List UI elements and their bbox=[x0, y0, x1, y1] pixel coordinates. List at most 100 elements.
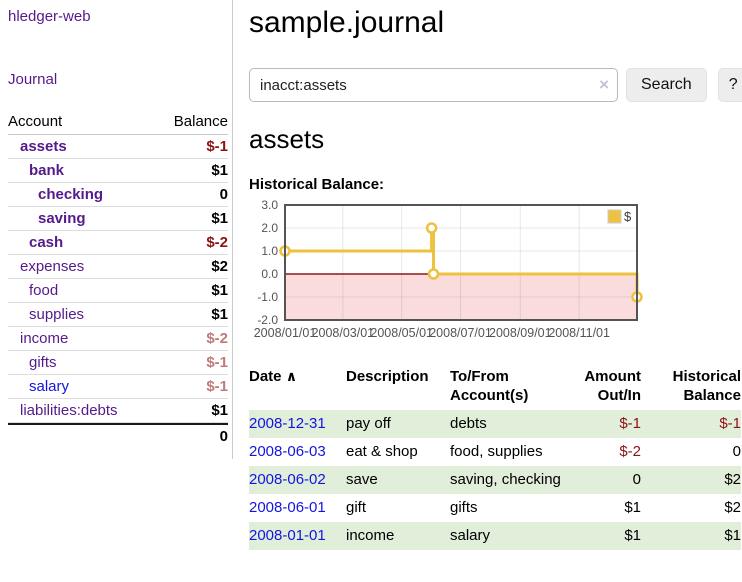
transaction-row[interactable]: 2008-06-02 save saving, checking 0 $2 bbox=[249, 466, 741, 494]
account-link[interactable]: gifts bbox=[29, 354, 57, 371]
transaction-accounts: debts bbox=[450, 415, 487, 432]
transaction-balance: $1 bbox=[724, 527, 741, 544]
register-table: Date ∧ Description To/From Account(s) Am… bbox=[249, 367, 741, 550]
account-link[interactable]: food bbox=[29, 282, 59, 299]
account-balance: $1 bbox=[211, 210, 228, 227]
account-balance: $-2 bbox=[206, 234, 228, 251]
account-balance: $1 bbox=[211, 402, 228, 419]
account-balance: 0 bbox=[219, 186, 228, 203]
svg-text:2008/09/01: 2008/09/01 bbox=[489, 326, 552, 340]
account-row: bank $1 bbox=[8, 159, 228, 183]
account-row: saving $1 bbox=[8, 207, 228, 231]
transaction-description: eat & shop bbox=[346, 443, 418, 460]
accounts-table: Account Balance assets $-1 bank $1 check… bbox=[8, 110, 228, 449]
main-content: sample.journal × Search ? assets Histori… bbox=[233, 0, 742, 550]
accounts-column-header: Account bbox=[8, 113, 63, 130]
register-header: Date ∧ Description To/From Account(s) Am… bbox=[249, 367, 741, 410]
svg-text:-2.0: -2.0 bbox=[257, 313, 278, 327]
account-balance: $2 bbox=[211, 258, 228, 275]
transaction-date-link[interactable]: 2008-12-31 bbox=[249, 415, 326, 432]
account-row: gifts $-1 bbox=[8, 351, 228, 375]
account-row: salary $-1 bbox=[8, 375, 228, 399]
transaction-description: income bbox=[346, 527, 395, 544]
column-header-amount: Amount Out/In bbox=[584, 368, 641, 404]
svg-text:2008/01/01: 2008/01/01 bbox=[254, 326, 317, 340]
sort-ascending-icon: ∧ bbox=[285, 368, 298, 384]
account-row: cash $-2 bbox=[8, 231, 228, 255]
transaction-row[interactable]: 2008-06-03 eat & shop food, supplies $-2… bbox=[249, 438, 741, 466]
transaction-row[interactable]: 2008-01-01 income salary $1 $1 bbox=[249, 522, 741, 550]
transaction-row[interactable]: 2008-12-31 pay off debts $-1 $-1 bbox=[249, 410, 741, 438]
accounts-total: 0 bbox=[8, 423, 228, 449]
transaction-date-link[interactable]: 2008-06-01 bbox=[249, 499, 326, 516]
account-link[interactable]: saving bbox=[38, 210, 86, 227]
transaction-accounts: salary bbox=[450, 527, 491, 544]
search-box: × bbox=[249, 68, 618, 102]
account-row: supplies $1 bbox=[8, 303, 228, 327]
column-header-description: Description bbox=[346, 368, 429, 385]
transaction-amount: $1 bbox=[624, 499, 641, 516]
account-balance: $1 bbox=[211, 282, 228, 299]
account-balance: $-2 bbox=[206, 330, 228, 347]
account-balance: $1 bbox=[211, 162, 228, 179]
account-link[interactable]: income bbox=[20, 330, 69, 347]
transaction-accounts: saving, checking bbox=[450, 471, 561, 488]
svg-text:0.0: 0.0 bbox=[261, 267, 278, 281]
svg-text:2008/03/01: 2008/03/01 bbox=[312, 326, 375, 340]
historical-balance-chart: $3.0 2.0 1.0 0.0 -1.0 -2.0 2008/01/01 2008/03/0… bbox=[249, 198, 742, 349]
account-link[interactable]: expenses bbox=[20, 258, 85, 275]
accounts-table-header: Account Balance bbox=[8, 110, 228, 135]
search-button[interactable]: Search bbox=[626, 68, 707, 102]
transaction-description: save bbox=[346, 471, 378, 488]
account-balance: $-1 bbox=[206, 354, 228, 371]
account-balance: $-1 bbox=[206, 138, 228, 155]
account-row: assets $-1 bbox=[8, 135, 228, 159]
transaction-balance: $-1 bbox=[719, 415, 741, 432]
transaction-row[interactable]: 2008-06-01 gift gifts $1 $2 bbox=[249, 494, 741, 522]
sidebar-item-journal[interactable]: Journal bbox=[8, 71, 58, 88]
chart-title: Historical Balance: bbox=[249, 176, 385, 193]
account-heading: assets bbox=[249, 124, 325, 154]
sidebar: hledger-web Journal Account Balance asse… bbox=[0, 0, 233, 459]
account-balance: $1 bbox=[211, 306, 228, 323]
account-link[interactable]: supplies bbox=[29, 306, 85, 323]
svg-text:3.0: 3.0 bbox=[261, 198, 278, 212]
account-row: income $-2 bbox=[8, 327, 228, 351]
svg-text:2.0: 2.0 bbox=[261, 221, 278, 235]
transaction-date-link[interactable]: 2008-01-01 bbox=[249, 527, 326, 544]
search-form: × Search ? bbox=[249, 68, 742, 102]
register-rows: 2008-12-31 pay off debts $-1 $-1 2008-06… bbox=[249, 410, 741, 550]
transaction-amount: $-2 bbox=[619, 443, 641, 460]
svg-text:$: $ bbox=[624, 209, 632, 224]
account-row: food $1 bbox=[8, 279, 228, 303]
account-link[interactable]: assets bbox=[20, 138, 67, 155]
svg-text:2008/07/01: 2008/07/01 bbox=[429, 326, 492, 340]
transaction-description: pay off bbox=[346, 415, 391, 432]
transaction-date-link[interactable]: 2008-06-03 bbox=[249, 443, 326, 460]
transaction-amount: $1 bbox=[624, 527, 641, 544]
transaction-amount: 0 bbox=[632, 471, 641, 488]
transaction-balance: 0 bbox=[732, 443, 741, 460]
svg-text:2008/05/01: 2008/05/01 bbox=[370, 326, 433, 340]
clear-search-icon[interactable]: × bbox=[599, 75, 609, 94]
transaction-accounts: food, supplies bbox=[450, 443, 543, 460]
svg-text:2008/11/01: 2008/11/01 bbox=[548, 326, 610, 340]
account-link[interactable]: salary bbox=[29, 378, 70, 395]
account-row: checking 0 bbox=[8, 183, 228, 207]
column-header-accounts: To/From Account(s) bbox=[450, 368, 529, 404]
transaction-balance: $2 bbox=[724, 499, 741, 516]
transaction-amount: $-1 bbox=[619, 415, 641, 432]
account-link[interactable]: checking bbox=[38, 186, 104, 203]
transaction-date-link[interactable]: 2008-06-02 bbox=[249, 471, 326, 488]
account-link[interactable]: liabilities:debts bbox=[20, 402, 118, 419]
help-button[interactable]: ? bbox=[717, 68, 742, 102]
account-link[interactable]: cash bbox=[29, 234, 64, 251]
account-link[interactable]: bank bbox=[29, 162, 65, 179]
balance-column-header: Balance bbox=[173, 113, 228, 130]
column-header-date[interactable]: Date ∧ bbox=[249, 368, 298, 385]
svg-text:1.0: 1.0 bbox=[261, 244, 278, 258]
search-input[interactable] bbox=[249, 68, 618, 102]
brand-link[interactable]: hledger-web bbox=[8, 8, 91, 25]
transaction-description: gift bbox=[346, 499, 367, 516]
column-header-balance: Historical Balance bbox=[672, 368, 741, 404]
